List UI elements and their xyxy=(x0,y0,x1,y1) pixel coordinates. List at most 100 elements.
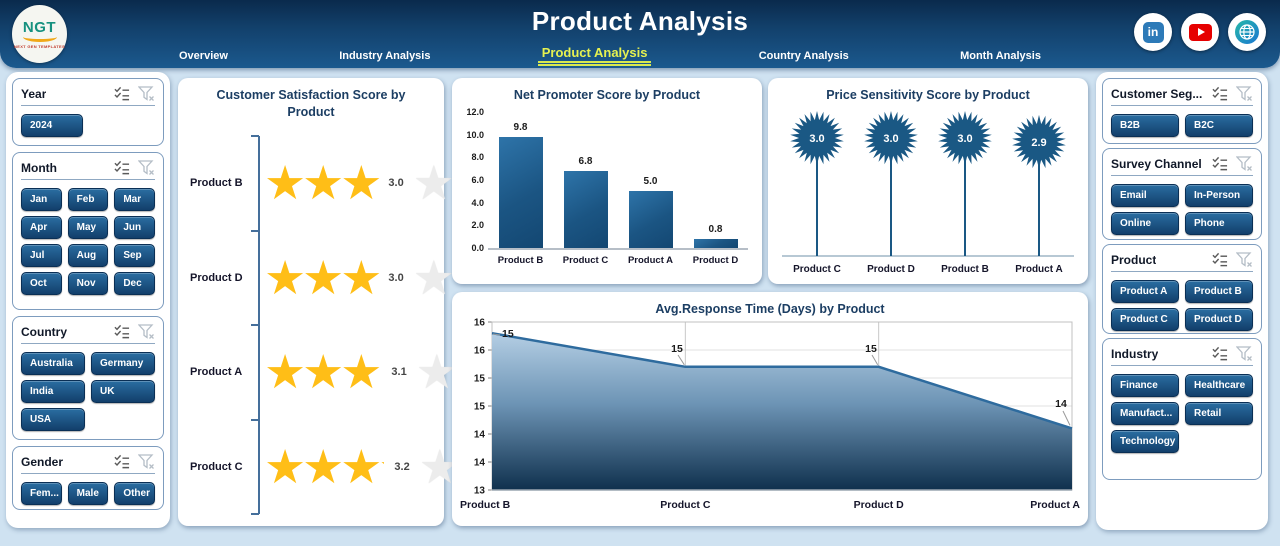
slicer-option-male[interactable]: Male xyxy=(67,482,109,505)
clear-filter-icon[interactable] xyxy=(1236,156,1253,171)
globe-glyph xyxy=(1235,20,1259,44)
rating-row-product-b[interactable]: Product B ★ ★ ★ 3.0 ★ xyxy=(190,136,455,231)
bar-product-c[interactable] xyxy=(563,170,608,248)
slicer-option-other[interactable]: Other xyxy=(114,482,155,505)
slicer-option-jun[interactable]: Jun xyxy=(114,216,155,239)
lollipop-burst-product-b[interactable] xyxy=(938,111,992,165)
label-leader xyxy=(871,354,879,366)
slicer-option-product-d[interactable]: Product D xyxy=(1185,308,1253,331)
multi-select-icon[interactable] xyxy=(1212,156,1228,171)
slicer-option-online[interactable]: Online xyxy=(1111,212,1179,235)
y-tick-label: 14 xyxy=(474,458,486,469)
slicer-header: Year xyxy=(21,84,155,106)
slicer-option-sep[interactable]: Sep xyxy=(114,244,155,267)
youtube-icon[interactable] xyxy=(1181,13,1219,51)
multi-select-icon[interactable] xyxy=(114,454,130,469)
slicer-option-product-c[interactable]: Product C xyxy=(1111,308,1179,331)
slicer-option-may[interactable]: May xyxy=(67,216,109,239)
slicer-option-jan[interactable]: Jan xyxy=(21,188,62,211)
star-filled-icon: ★ xyxy=(302,156,344,210)
multi-select-icon[interactable] xyxy=(114,86,130,101)
slicer-option-fem[interactable]: Fem... xyxy=(21,482,62,505)
linkedin-icon[interactable]: in xyxy=(1134,13,1172,51)
left-filter-panel: Year 2024 Month Jan Feb Mar Apr May Jun Jul Aug Sep… xyxy=(6,72,170,528)
tab-product-analysis[interactable]: Product Analysis xyxy=(537,43,652,66)
slicer-header-icons xyxy=(1212,86,1253,101)
slicer-option-in-person[interactable]: In-Person xyxy=(1185,184,1253,207)
tab-overview[interactable]: Overview xyxy=(179,50,228,62)
slicer-option-feb[interactable]: Feb xyxy=(67,188,109,211)
multi-select-icon[interactable] xyxy=(1212,346,1228,361)
tab-country-analysis[interactable]: Country Analysis xyxy=(758,50,849,62)
star-filled-icon: ★ xyxy=(264,156,306,210)
area-series[interactable] xyxy=(492,333,1072,490)
linkedin-glyph: in xyxy=(1142,21,1164,43)
slicer-option-product-b[interactable]: Product B xyxy=(1185,280,1253,303)
clear-filter-icon[interactable] xyxy=(1236,86,1253,101)
bar-product-b[interactable] xyxy=(498,136,543,248)
clear-filter-icon[interactable] xyxy=(138,324,155,339)
y-tick-label: 14 xyxy=(474,430,486,441)
lollipop-burst-product-d[interactable] xyxy=(864,111,918,165)
play-triangle xyxy=(1197,28,1205,36)
slicer-option-aug[interactable]: Aug xyxy=(67,244,109,267)
slicer-option-apr[interactable]: Apr xyxy=(21,216,62,239)
slicer-option-manufact[interactable]: Manufact... xyxy=(1111,402,1179,425)
slicer-customer-seg: Customer Seg... B2B B2C xyxy=(1102,78,1262,144)
slicer-option-australia[interactable]: Australia xyxy=(21,352,85,375)
area-line xyxy=(491,331,1073,430)
x-axis-label: Product B xyxy=(941,264,989,275)
rating-row-product-c[interactable]: Product C★★★★3.2★ xyxy=(190,420,461,515)
slicer-option-2024[interactable]: 2024 xyxy=(21,114,83,137)
slicer-option-germany[interactable]: Germany xyxy=(91,352,155,375)
slicer-option-uk[interactable]: UK xyxy=(91,380,155,403)
rating-row-product-d[interactable]: Product D ★ ★ ★ 3.0 ★ xyxy=(190,231,455,326)
x-axis-label: Product D xyxy=(867,264,915,275)
slicer-option-nov[interactable]: Nov xyxy=(67,272,109,295)
slicer-option-oct[interactable]: Oct xyxy=(21,272,62,295)
slicer-option-healthcare[interactable]: Healthcare xyxy=(1185,374,1253,397)
lollipop-burst-product-c[interactable] xyxy=(790,111,844,165)
tab-industry-analysis[interactable]: Industry Analysis xyxy=(339,50,431,62)
data-label: 15 xyxy=(865,343,877,355)
lollipop-value: 3.0 xyxy=(883,133,898,145)
star-filled-icon: ★ xyxy=(340,156,382,210)
slicer-option-b2c[interactable]: B2C xyxy=(1185,114,1253,137)
slicer-option-dec[interactable]: Dec xyxy=(114,272,155,295)
slicer-options: B2B B2C xyxy=(1111,114,1253,137)
lollipop-burst-product-a[interactable] xyxy=(1012,114,1066,169)
slicer-option-email[interactable]: Email xyxy=(1111,184,1179,207)
y-tick-label: 10.0 xyxy=(466,129,484,140)
multi-select-icon[interactable] xyxy=(1212,86,1228,101)
slicer-option-technology[interactable]: Technology xyxy=(1111,430,1179,453)
right-filter-panel: Customer Seg... B2B B2C Survey Channel Email… xyxy=(1096,72,1268,530)
slicer-options: Jan Feb Mar Apr May Jun Jul Aug Sep Oct Nov Dec xyxy=(21,188,155,295)
bar-product-a[interactable] xyxy=(628,191,673,248)
y-tick-label: 12.0 xyxy=(466,107,484,117)
slicer-option-b2b[interactable]: B2B xyxy=(1111,114,1179,137)
clear-filter-icon[interactable] xyxy=(138,160,155,175)
logo-swoosh xyxy=(22,32,57,42)
slicer-option-retail[interactable]: Retail xyxy=(1185,402,1253,425)
multi-select-icon[interactable] xyxy=(114,160,130,175)
tab-month-analysis[interactable]: Month Analysis xyxy=(960,50,1041,62)
slicer-option-product-a[interactable]: Product A xyxy=(1111,280,1179,303)
clear-filter-icon[interactable] xyxy=(138,86,155,101)
star-filled-icon: ★ xyxy=(302,439,344,493)
slicer-option-phone[interactable]: Phone xyxy=(1185,212,1253,235)
lollipop-value: 3.0 xyxy=(957,133,972,145)
clear-filter-icon[interactable] xyxy=(138,454,155,469)
website-icon[interactable] xyxy=(1228,13,1266,51)
multi-select-icon[interactable] xyxy=(114,324,130,339)
slicer-option-mar[interactable]: Mar xyxy=(114,188,155,211)
slicer-option-jul[interactable]: Jul xyxy=(21,244,62,267)
slicer-header: Survey Channel xyxy=(1111,154,1253,176)
slicer-option-finance[interactable]: Finance xyxy=(1111,374,1179,397)
clear-filter-icon[interactable] xyxy=(1236,346,1253,361)
slicer-option-india[interactable]: India xyxy=(21,380,85,403)
bar-product-d[interactable] xyxy=(693,238,738,248)
multi-select-icon[interactable] xyxy=(1212,252,1228,267)
slicer-option-usa[interactable]: USA xyxy=(21,408,85,431)
clear-filter-icon[interactable] xyxy=(1236,252,1253,267)
rating-row-product-a[interactable]: Product A★★★★3.1★ xyxy=(190,325,458,420)
